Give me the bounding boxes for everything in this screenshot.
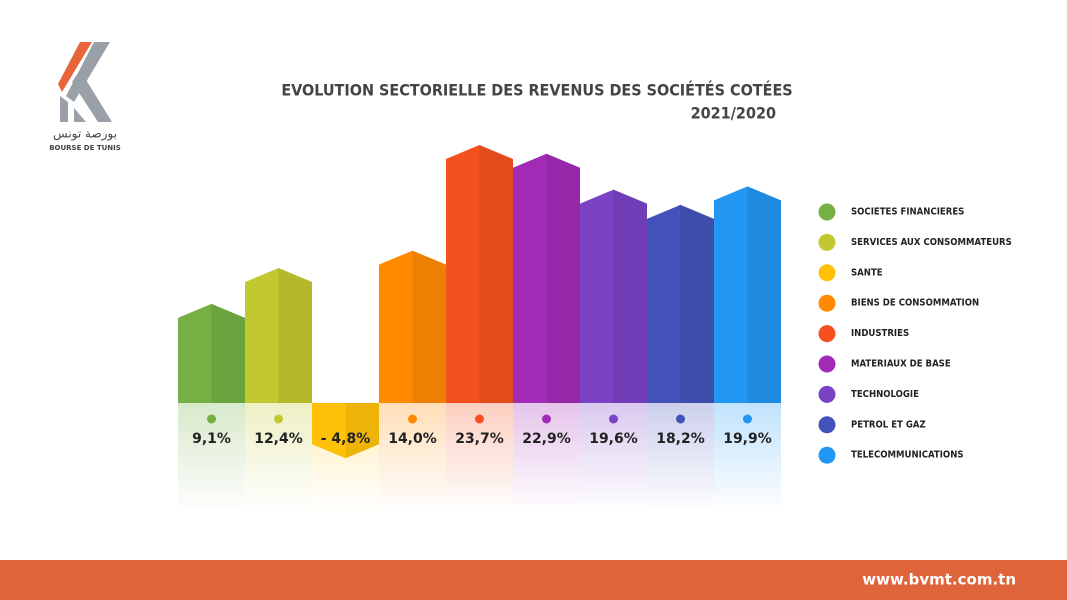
bar-shade xyxy=(747,186,781,403)
legend-swatch xyxy=(818,264,836,282)
value-label: 18,2% xyxy=(656,431,705,447)
legend-swatch xyxy=(818,294,836,312)
bar-shade xyxy=(278,268,312,403)
legend-swatch xyxy=(818,325,836,343)
bar-shade xyxy=(412,250,446,403)
legend-label: PETROL ET GAZ xyxy=(851,419,926,430)
bar-dot xyxy=(408,414,417,424)
legend-swatch xyxy=(818,416,836,434)
legend-label: TECHNOLOGIE xyxy=(851,389,919,400)
value-label: 12,4% xyxy=(254,431,303,447)
bar xyxy=(580,189,647,403)
legend-label: SANTE xyxy=(851,267,883,278)
legend-swatch xyxy=(818,203,836,221)
bar xyxy=(379,250,446,403)
legend-swatch xyxy=(818,446,836,464)
legend-label: BIENS DE CONSOMMATION xyxy=(851,298,979,309)
value-label: 14,0% xyxy=(388,431,437,447)
bar-dot xyxy=(207,414,216,424)
legend-label: SERVICES AUX CONSOMMATEURS xyxy=(851,237,1012,248)
bar-shade xyxy=(479,145,513,403)
bar xyxy=(245,268,312,403)
legend-swatch xyxy=(818,233,836,251)
bar-dot xyxy=(743,414,752,424)
bar xyxy=(178,303,245,403)
bar xyxy=(714,186,781,403)
value-label: 22,9% xyxy=(522,431,571,447)
chart-subtitle: 2021/2020 xyxy=(691,104,776,123)
legend-label: TELECOMMUNICATIONS xyxy=(851,450,964,461)
value-label: - 4,8% xyxy=(321,431,371,447)
chart-title: EVOLUTION SECTORIELLE DES REVENUS DES SO… xyxy=(281,81,792,100)
legend-label: INDUSTRIES xyxy=(851,328,909,339)
value-label: 19,6% xyxy=(589,431,638,447)
value-label: 19,9% xyxy=(723,431,772,447)
bar-dot xyxy=(676,414,685,424)
bar xyxy=(647,204,714,403)
legend-swatch xyxy=(818,355,836,373)
bar xyxy=(312,403,379,459)
value-label: 23,7% xyxy=(455,431,504,447)
bar-dot xyxy=(609,414,618,424)
legend-label: MATERIAUX DE BASE xyxy=(851,359,951,370)
bar-shade xyxy=(345,403,379,459)
footer-bar xyxy=(0,560,1067,600)
bar-shade xyxy=(680,204,714,403)
bar-dot xyxy=(274,414,283,424)
bar-dot xyxy=(542,414,551,424)
bar-shade xyxy=(613,189,647,403)
bar-dot xyxy=(475,414,484,424)
bar xyxy=(446,145,513,403)
logo-text: BOURSE DE TUNIS xyxy=(49,144,121,152)
bar xyxy=(513,153,580,403)
logo-arabic: بورصة تونس xyxy=(53,127,117,142)
bar-shade xyxy=(211,303,245,403)
legend-swatch xyxy=(818,385,836,403)
legend-label: SOCIETES FINANCIERES xyxy=(851,207,964,218)
footer-url: www.bvmt.com.tn xyxy=(862,571,1016,589)
bar-shade xyxy=(546,153,580,403)
logo xyxy=(58,42,112,122)
value-label: 9,1% xyxy=(192,431,231,447)
